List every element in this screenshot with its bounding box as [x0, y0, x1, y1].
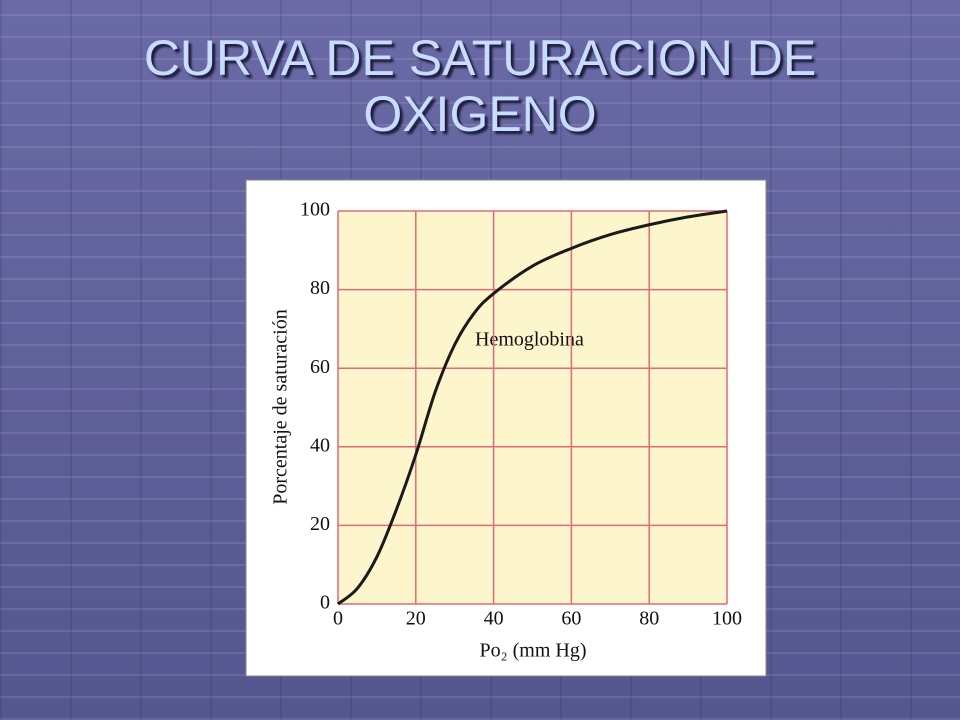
y-tick-label: 0 [320, 592, 330, 614]
x-axis-label: Po₂ (mm Hg) [480, 640, 587, 662]
curve [337, 209, 728, 606]
x-tick-label: 20 [406, 608, 426, 630]
x-tick-label: 0 [333, 608, 343, 630]
y-tick-label: 100 [300, 199, 330, 221]
x-tick-label: 100 [712, 608, 742, 630]
plot-area [338, 211, 727, 604]
y-tick-label: 20 [310, 513, 330, 535]
x-tick-label: 80 [639, 608, 659, 630]
x-tick-label: 60 [561, 608, 581, 630]
y-tick-label: 40 [310, 434, 330, 456]
y-tick-label: 80 [310, 277, 330, 299]
slide-title: CURVA DE SATURACION DE OXIGENO [143, 30, 817, 142]
y-tick-label: 60 [310, 356, 330, 378]
y-axis-label: Porcentaje de saturación [270, 309, 292, 504]
annotation: Hemoglobina [475, 329, 584, 351]
x-tick-label: 40 [484, 608, 504, 630]
